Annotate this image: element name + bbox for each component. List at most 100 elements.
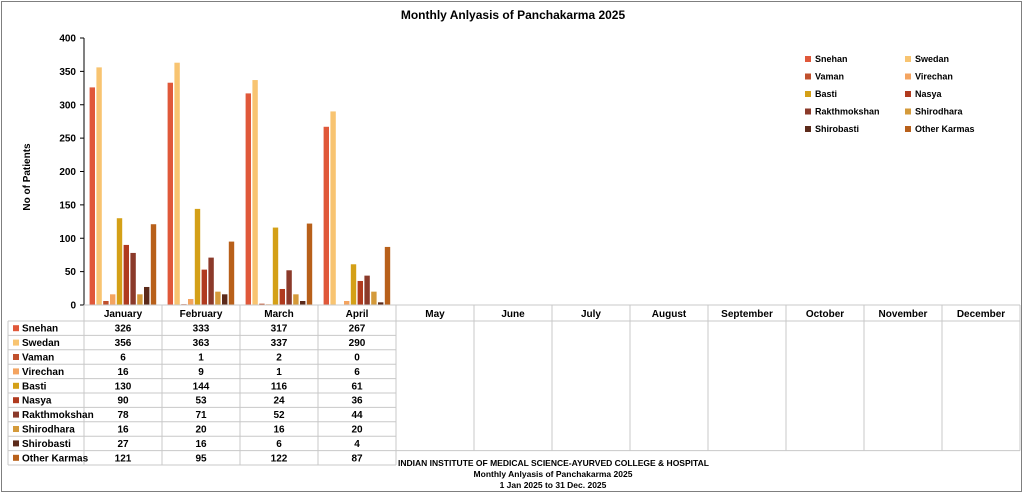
y-tick-label: 300 — [59, 100, 76, 111]
table-legend-key — [13, 339, 19, 346]
table-row-label: Shirobasti — [22, 439, 71, 450]
y-tick-label: 250 — [59, 134, 76, 145]
bar-snehan — [323, 126, 329, 305]
legend-key — [905, 126, 911, 132]
data-label: 52 — [273, 410, 285, 421]
table-legend-key — [13, 440, 19, 447]
table-legend-key — [13, 354, 19, 360]
chart-title: Monthly Anlyasis of Panchakarma 2025 — [400, 8, 626, 22]
data-label: 326 — [115, 324, 132, 335]
data-label: 16 — [273, 425, 285, 436]
table-row-label: Basti — [22, 381, 47, 392]
bar-shirobasti — [144, 286, 150, 305]
x-tick-label: March — [264, 309, 293, 320]
data-label: 122 — [271, 453, 288, 464]
table-legend-key — [13, 454, 19, 461]
data-label: 6 — [276, 439, 282, 450]
bar-nasya — [357, 280, 363, 305]
bar-virechan — [188, 298, 194, 305]
y-tick-label: 350 — [59, 67, 76, 78]
x-tick-label: June — [501, 309, 525, 320]
x-tick-label: April — [346, 309, 369, 320]
y-tick-label: 50 — [65, 267, 77, 278]
legend-key — [805, 126, 811, 132]
table-legend-key — [13, 325, 19, 332]
x-tick-label: December — [957, 309, 1005, 320]
bar-rakthmokshan — [208, 257, 214, 305]
legend-label: Basti — [815, 89, 837, 99]
footer-subtitle: Monthly Anlyasis of Panchakarma 2025 — [473, 469, 633, 479]
bar-swedan — [96, 67, 102, 306]
x-tick-label: July — [581, 309, 601, 320]
x-tick-label: October — [806, 309, 844, 320]
data-label: 78 — [117, 410, 129, 421]
data-label: 1 — [198, 353, 204, 364]
data-label: 337 — [271, 338, 288, 349]
x-tick-label: September — [721, 309, 773, 320]
bar-other-karmas — [306, 223, 313, 305]
table-row-label: Virechan — [22, 367, 64, 378]
data-label: 20 — [351, 425, 363, 436]
table-row-label: Vaman — [22, 353, 54, 364]
legend-label: Nasya — [915, 89, 943, 99]
bar-swedan — [330, 111, 336, 305]
data-label: 290 — [349, 338, 366, 349]
legend-label: Snehan — [815, 54, 848, 64]
legend-key — [905, 56, 911, 62]
bar-vaman — [259, 303, 265, 305]
data-label: 363 — [193, 338, 210, 349]
bar-virechan — [110, 294, 116, 305]
table-legend-key — [13, 411, 19, 418]
table-legend-key — [13, 426, 19, 432]
bar-rakthmokshan — [130, 252, 136, 305]
data-label: 71 — [195, 410, 207, 421]
legend-label: Rakthmokshan — [815, 107, 880, 117]
data-label: 61 — [351, 381, 363, 392]
bar-nasya — [123, 244, 129, 305]
bar-basti — [272, 227, 279, 305]
footer-institute: INDIAN INSTITUTE OF MEDICAL SCIENCE-AYUR… — [398, 458, 709, 468]
data-label: 4 — [354, 439, 360, 450]
bar-snehan — [89, 87, 95, 306]
data-label: 2 — [276, 353, 282, 364]
bar-rakthmokshan — [364, 275, 370, 305]
data-label: 36 — [351, 396, 363, 407]
footer-caption: INDIAN INSTITUTE OF MEDICAL SCIENCE-AYUR… — [398, 458, 709, 491]
bar-other-karmas — [228, 241, 235, 305]
x-tick-label: January — [104, 309, 143, 320]
bar-basti — [194, 208, 201, 305]
x-tick-label: May — [425, 309, 445, 320]
data-label: 27 — [117, 439, 129, 450]
legend-key — [805, 56, 811, 62]
legend-key — [805, 91, 811, 97]
bar-basti — [116, 218, 123, 305]
legend-label: Swedan — [915, 54, 949, 64]
data-label: 144 — [193, 381, 210, 392]
data-label: 87 — [351, 453, 363, 464]
data-label: 1 — [276, 367, 282, 378]
data-label: 53 — [195, 396, 207, 407]
data-label: 16 — [195, 439, 207, 450]
bar-rakthmokshan — [286, 270, 292, 305]
bar-basti — [350, 264, 357, 305]
legend-key — [905, 73, 911, 80]
bar-snehan — [245, 93, 251, 305]
legend-key — [805, 73, 811, 80]
y-tick-label: 0 — [70, 301, 76, 312]
bar-swedan — [174, 62, 180, 306]
data-label: 16 — [117, 367, 129, 378]
bar-other-karmas — [150, 224, 157, 305]
data-label: 267 — [349, 324, 366, 335]
table-legend-key — [13, 368, 19, 375]
data-label: 356 — [115, 338, 132, 349]
table-legend-key — [13, 382, 19, 389]
y-tick-label: 150 — [59, 200, 76, 211]
data-label: 130 — [115, 381, 132, 392]
bar-snehan — [167, 82, 173, 305]
data-label: 16 — [117, 425, 129, 436]
data-label: 20 — [195, 425, 207, 436]
data-label: 95 — [195, 453, 207, 464]
legend-label: Other Karmas — [915, 124, 975, 134]
